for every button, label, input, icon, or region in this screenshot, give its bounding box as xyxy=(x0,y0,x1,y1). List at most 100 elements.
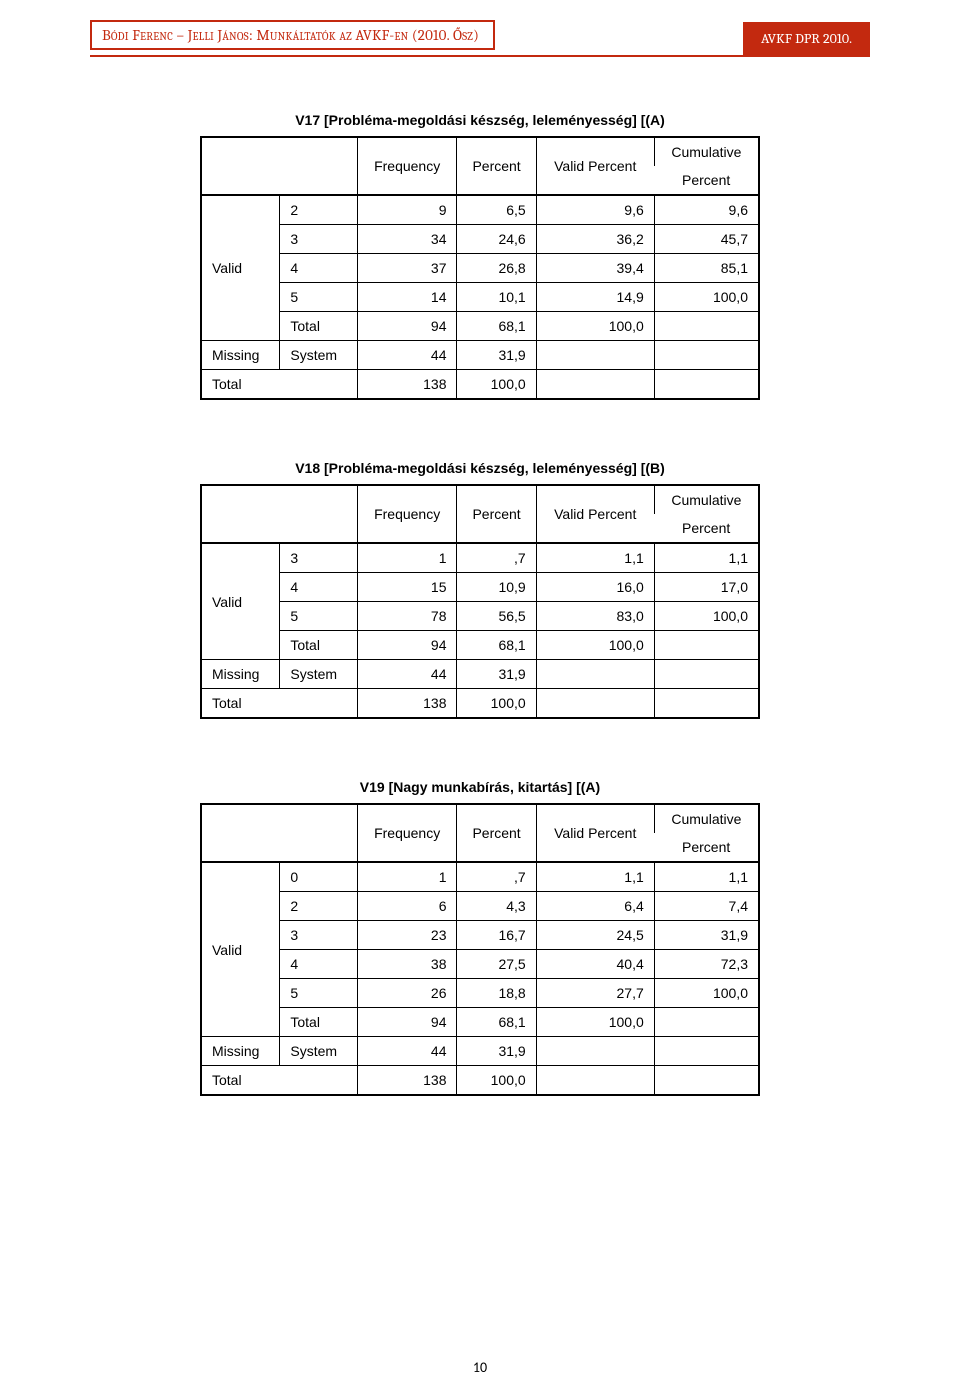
vpct-cell: 16,0 xyxy=(536,573,654,602)
cumpct-cell: 9,6 xyxy=(654,195,759,225)
cumpct-cell: 85,1 xyxy=(654,254,759,283)
pct-cell: 100,0 xyxy=(457,689,536,719)
pct-cell: 24,6 xyxy=(457,225,536,254)
pct-cell: ,7 xyxy=(457,543,536,573)
missing-label: Missing xyxy=(201,660,280,689)
page-header: AVKF DPR 2010. Bódi Ferenc – Jelli János… xyxy=(90,20,870,57)
pct-cell: 56,5 xyxy=(457,602,536,631)
freq-cell: 44 xyxy=(357,341,457,370)
vpct-cell: 83,0 xyxy=(536,602,654,631)
freq-cell: 44 xyxy=(357,1037,457,1066)
vpct-cell xyxy=(536,1037,654,1066)
freq-cell: 15 xyxy=(357,573,457,602)
cumpct-cell: 17,0 xyxy=(654,573,759,602)
cumpct-cell xyxy=(654,370,759,400)
cumpct-cell: 100,0 xyxy=(654,979,759,1008)
cumpct-cell xyxy=(654,1066,759,1096)
freq-cell: 37 xyxy=(357,254,457,283)
pct-cell: 27,5 xyxy=(457,950,536,979)
pct-cell: 100,0 xyxy=(457,1066,536,1096)
pct-cell: ,7 xyxy=(457,862,536,892)
grand-total-label: Total xyxy=(201,1066,357,1096)
cumpct-cell: 31,9 xyxy=(654,921,759,950)
cumpct-cell: 45,7 xyxy=(654,225,759,254)
grand-total-label: Total xyxy=(201,370,357,400)
table-row: 43827,540,472,3 xyxy=(201,950,759,979)
th-valid-percent: Valid Percent xyxy=(536,485,654,543)
freq-cell: 34 xyxy=(357,225,457,254)
frequency-table-block: V19 [Nagy munkabírás, kitartás] [(A)Freq… xyxy=(90,779,870,1096)
freq-cell: 26 xyxy=(357,979,457,1008)
table-row: Total9468,1100,0 xyxy=(201,1008,759,1037)
pct-cell: 68,1 xyxy=(457,312,536,341)
frequency-table: FrequencyPercentValid PercentCumulativeP… xyxy=(200,136,760,400)
valid-label: Valid xyxy=(201,195,280,341)
category-cell: 3 xyxy=(280,921,357,950)
category-cell: 3 xyxy=(280,225,357,254)
cumpct-cell xyxy=(654,341,759,370)
vpct-cell: 9,6 xyxy=(536,195,654,225)
pct-cell: 100,0 xyxy=(457,370,536,400)
category-cell: 5 xyxy=(280,283,357,312)
th-cumulative: Cumulative xyxy=(654,485,759,514)
freq-cell: 138 xyxy=(357,689,457,719)
vpct-cell: 1,1 xyxy=(536,543,654,573)
page-number: 10 xyxy=(0,1359,960,1376)
cumpct-cell: 1,1 xyxy=(654,862,759,892)
system-label: System xyxy=(280,341,357,370)
pct-cell: 68,1 xyxy=(457,1008,536,1037)
table-row: Total9468,1100,0 xyxy=(201,631,759,660)
pct-cell: 31,9 xyxy=(457,1037,536,1066)
vpct-cell xyxy=(536,1066,654,1096)
table-row: 52618,827,7100,0 xyxy=(201,979,759,1008)
cumpct-cell: 100,0 xyxy=(654,283,759,312)
th-frequency: Frequency xyxy=(357,485,457,543)
frequency-table: FrequencyPercentValid PercentCumulativeP… xyxy=(200,803,760,1096)
vpct-cell xyxy=(536,660,654,689)
vpct-cell: 1,1 xyxy=(536,862,654,892)
vpct-cell: 100,0 xyxy=(536,631,654,660)
category-cell: 2 xyxy=(280,892,357,921)
table-row: Total9468,1100,0 xyxy=(201,312,759,341)
category-cell: 3 xyxy=(280,543,357,573)
th-valid-percent: Valid Percent xyxy=(536,804,654,862)
valid-total-label: Total xyxy=(280,312,357,341)
table-row: 43726,839,485,1 xyxy=(201,254,759,283)
header-right-badge: AVKF DPR 2010. xyxy=(743,22,870,55)
pct-cell: 10,9 xyxy=(457,573,536,602)
th-valid-percent: Valid Percent xyxy=(536,137,654,195)
cumpct-cell xyxy=(654,1008,759,1037)
freq-cell: 94 xyxy=(357,631,457,660)
valid-total-label: Total xyxy=(280,631,357,660)
th-cumulative-sub: Percent xyxy=(654,514,759,543)
vpct-cell xyxy=(536,689,654,719)
cumpct-cell xyxy=(654,660,759,689)
vpct-cell: 6,4 xyxy=(536,892,654,921)
pct-cell: 26,8 xyxy=(457,254,536,283)
system-label: System xyxy=(280,660,357,689)
category-cell: 4 xyxy=(280,950,357,979)
valid-label: Valid xyxy=(201,543,280,660)
category-cell: 2 xyxy=(280,195,357,225)
th-frequency: Frequency xyxy=(357,137,457,195)
table-row: Valid31,71,11,1 xyxy=(201,543,759,573)
freq-cell: 6 xyxy=(357,892,457,921)
table-row: 41510,916,017,0 xyxy=(201,573,759,602)
valid-total-label: Total xyxy=(280,1008,357,1037)
th-percent: Percent xyxy=(457,137,536,195)
vpct-cell: 40,4 xyxy=(536,950,654,979)
grand-total-label: Total xyxy=(201,689,357,719)
th-blank xyxy=(201,804,357,862)
vpct-cell: 39,4 xyxy=(536,254,654,283)
th-frequency: Frequency xyxy=(357,804,457,862)
freq-cell: 1 xyxy=(357,862,457,892)
table-row: 51410,114,9100,0 xyxy=(201,283,759,312)
vpct-cell: 100,0 xyxy=(536,312,654,341)
pct-cell: 68,1 xyxy=(457,631,536,660)
cumpct-cell: 72,3 xyxy=(654,950,759,979)
cumpct-cell xyxy=(654,312,759,341)
category-cell: 5 xyxy=(280,979,357,1008)
pct-cell: 31,9 xyxy=(457,660,536,689)
header-rule xyxy=(90,55,870,57)
freq-cell: 138 xyxy=(357,370,457,400)
